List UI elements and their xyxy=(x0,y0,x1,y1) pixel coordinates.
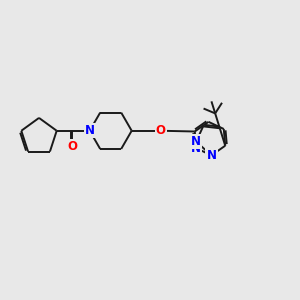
Text: N: N xyxy=(191,135,201,148)
Text: O: O xyxy=(67,140,77,153)
Text: N: N xyxy=(85,124,95,137)
Text: N: N xyxy=(191,142,201,155)
Text: N: N xyxy=(206,149,217,162)
Text: O: O xyxy=(156,124,166,137)
